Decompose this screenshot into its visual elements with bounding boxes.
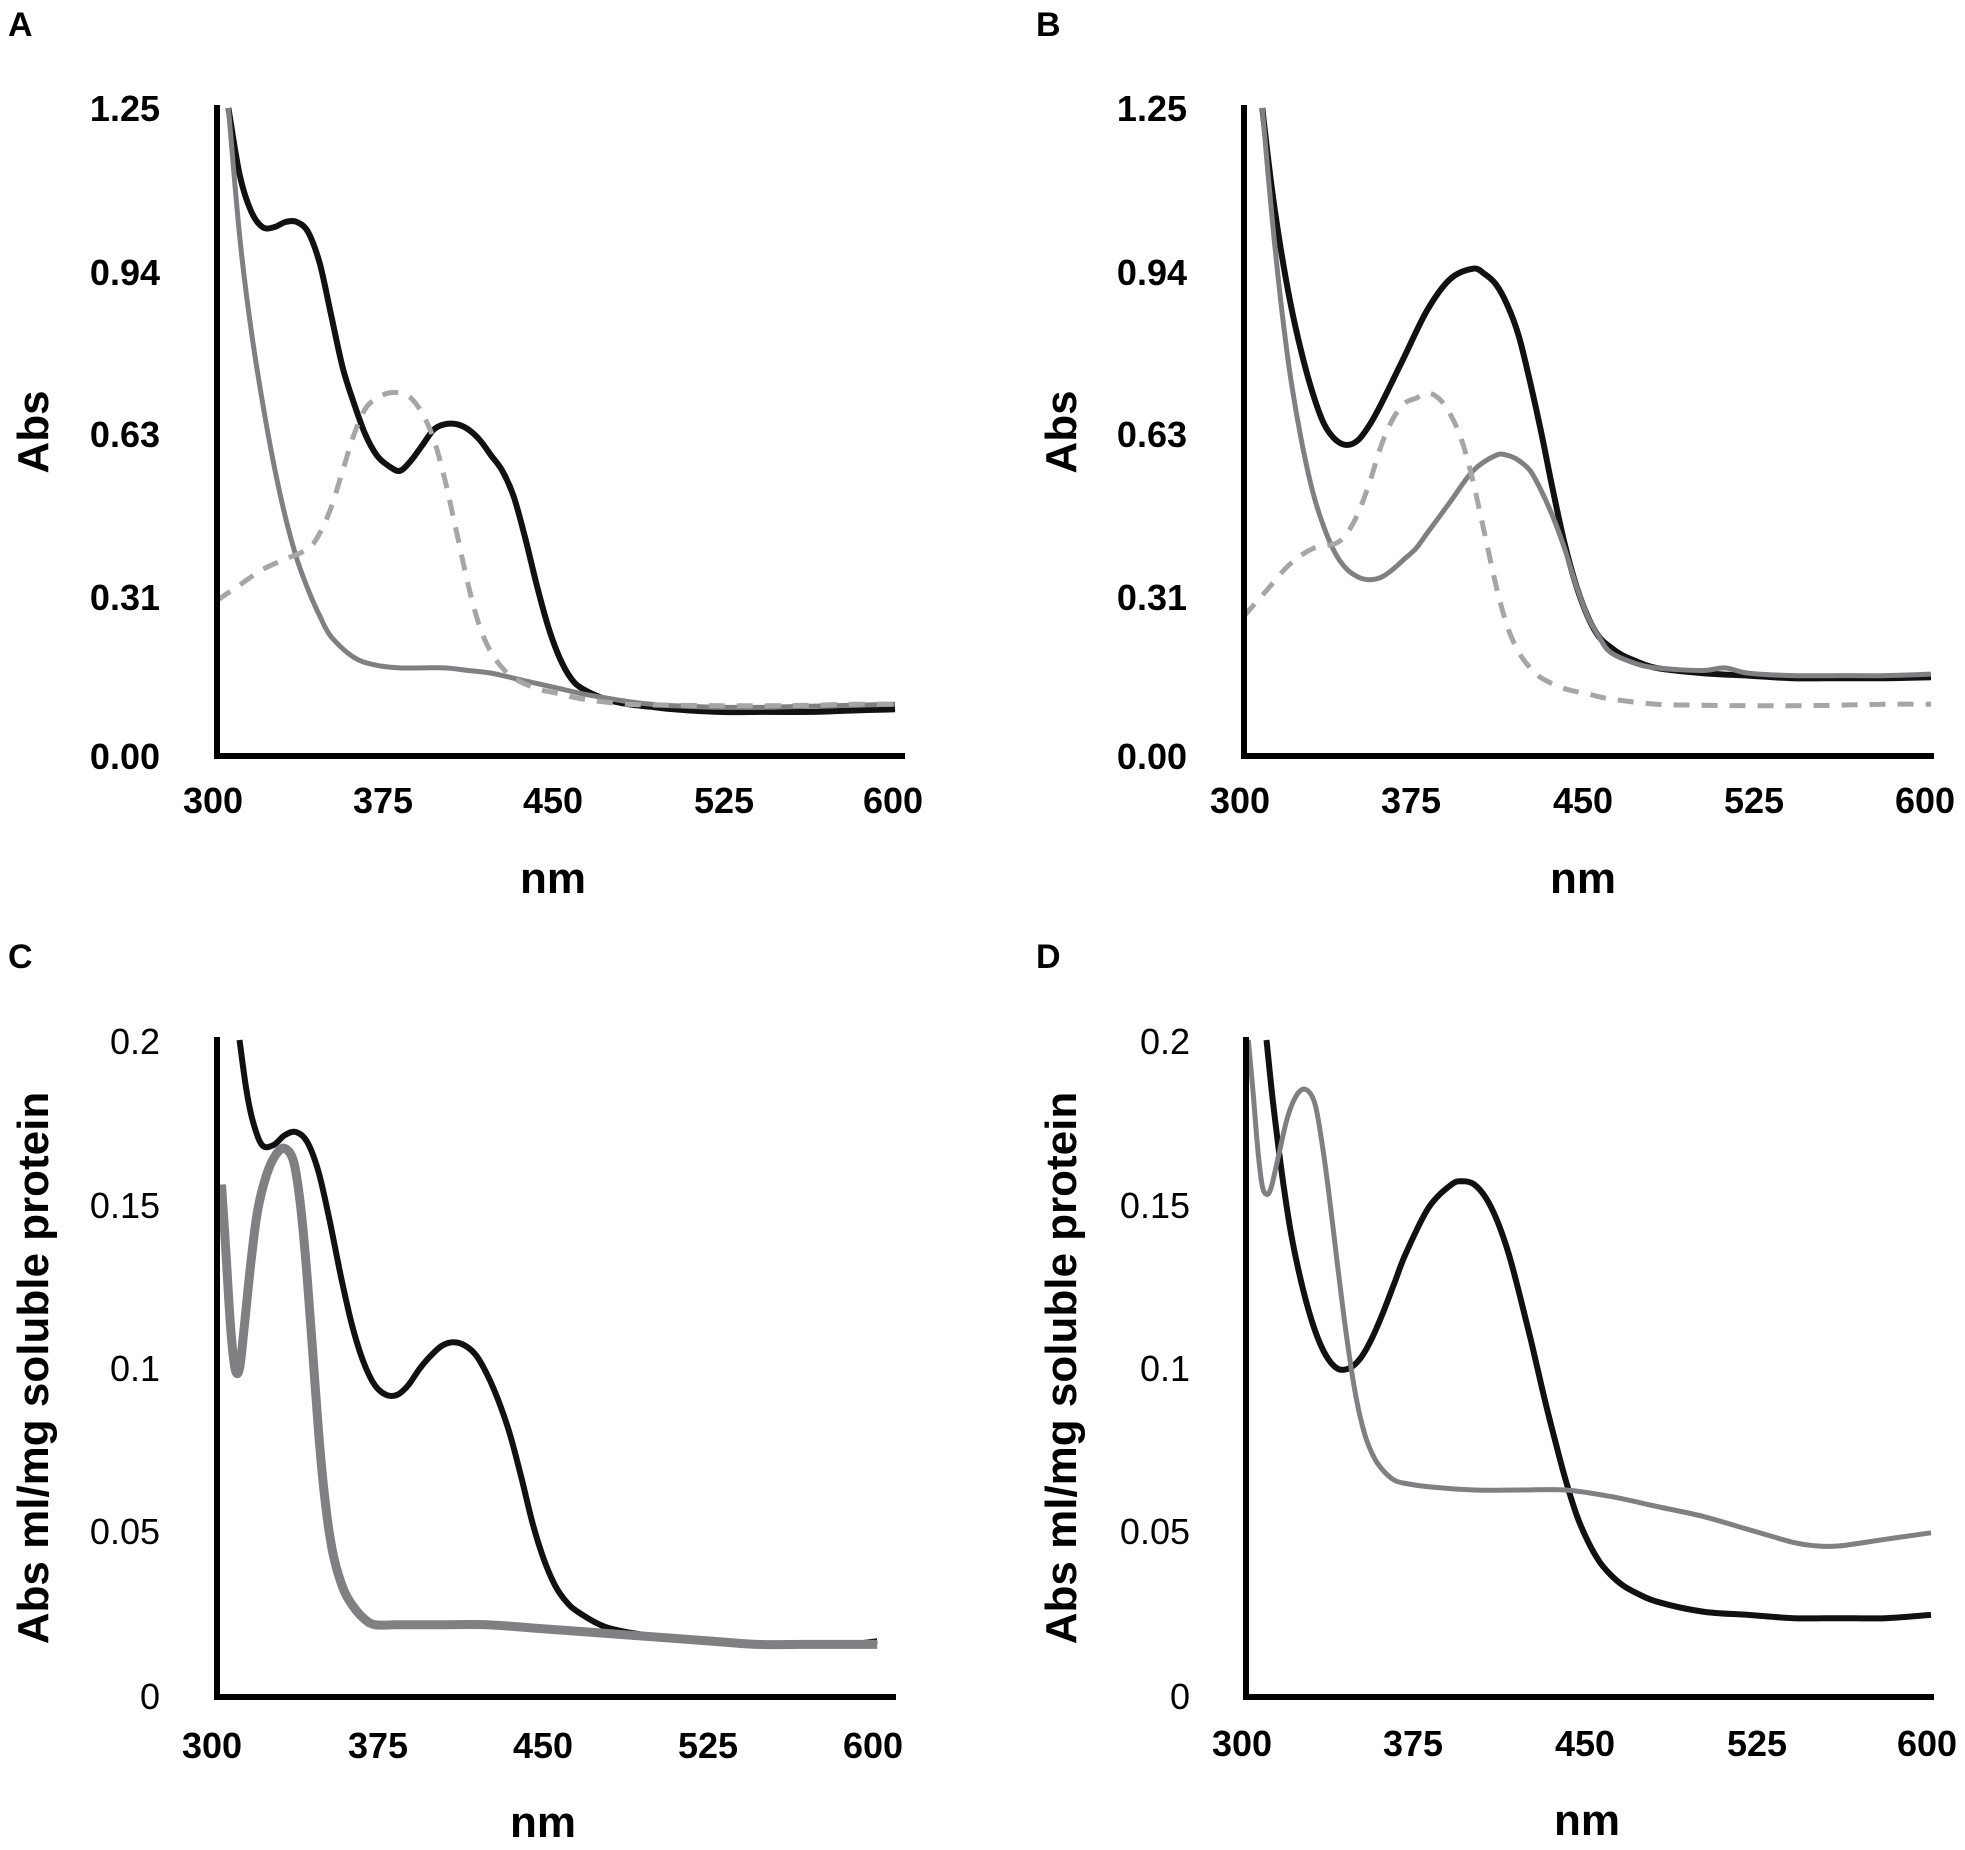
panel-d-x-axis-title: nm <box>1554 1796 1620 1845</box>
panel-a-x-tick-label: 375 <box>353 780 413 821</box>
panel-d-y-axis-title: Abs ml/mg soluble protein <box>1037 1092 1086 1645</box>
panel-a-y-tick-label: 0.63 <box>90 414 160 455</box>
panel-a-x-tick-label: 450 <box>523 780 583 821</box>
panel-c-y-tick-label: 0.2 <box>110 1021 160 1062</box>
panel-d-y-tick-label: 0.05 <box>1120 1511 1190 1552</box>
panel-c-x-tick-label: 600 <box>843 1725 903 1766</box>
panel-a-x-tick-label: 525 <box>694 780 754 821</box>
panel-letter-a: A <box>8 6 33 44</box>
panel-c-x-tick-label: 450 <box>513 1725 573 1766</box>
panel-b-x-axis-title: nm <box>1550 854 1616 903</box>
panel-b-gray-dashed-line <box>1242 390 1932 709</box>
panel-a-x-tick-label: 300 <box>183 780 243 821</box>
panel-b-x-tick-label: 375 <box>1381 780 1441 821</box>
panel-d-y-tick-label: 0.2 <box>1140 1021 1190 1062</box>
panel-c-x-tick-label: 300 <box>182 1725 242 1766</box>
panel-d-y-tick-label: 0 <box>1170 1676 1190 1717</box>
panel-a: A 1.25 0.94 0.63 0.31 0.00 300 375 450 5… <box>8 6 923 903</box>
panel-c-series <box>217 1039 878 1650</box>
panel-a-y-tick-label: 0.00 <box>90 736 160 777</box>
panel-d-x-tick-label: 300 <box>1212 1723 1272 1764</box>
panel-b-y-axis-title: Abs <box>1037 390 1086 473</box>
panel-b-y-tick-label: 0.31 <box>1117 577 1187 618</box>
panel-c-x-axis-title: nm <box>510 1798 576 1847</box>
panel-c-y-tick-label: 0.1 <box>110 1348 160 1389</box>
panel-b-x-tick-label: 450 <box>1553 780 1613 821</box>
panel-c-black-solid-line <box>236 1039 878 1648</box>
panel-c-y-tick-label: 0.05 <box>90 1511 160 1552</box>
panel-a-x-tick-label: 600 <box>863 780 923 821</box>
panel-b-gray-solid-line <box>1259 107 1932 679</box>
panel-letter-d: D <box>1036 938 1061 976</box>
panel-b-y-tick-label: 0.63 <box>1117 414 1187 455</box>
panel-c-x-tick-label: 375 <box>348 1725 408 1766</box>
panel-c: C 0.2 0.15 0.1 0.05 0 300 375 450 525 60… <box>8 938 903 1847</box>
panel-a-gray-dashed-line <box>215 390 896 709</box>
panel-d-gray-solid-line <box>1245 1039 1932 1550</box>
panel-a-y-tick-label: 0.31 <box>90 577 160 618</box>
panel-b: B 1.25 0.94 0.63 0.31 0.00 300 375 450 5… <box>1036 6 1955 903</box>
panel-d-black-solid-line <box>1263 1039 1932 1622</box>
panel-letter-c: C <box>8 938 33 976</box>
panel-d-series <box>1245 1039 1932 1622</box>
panel-c-y-axis-title: Abs ml/mg soluble protein <box>9 1092 58 1645</box>
panel-b-series <box>1242 107 1932 709</box>
panel-a-series <box>215 107 896 716</box>
panel-d: D 0.2 0.15 0.1 0.05 0 300 375 450 525 60… <box>1036 938 1957 1845</box>
panel-d-y-tick-label: 0.15 <box>1120 1185 1190 1226</box>
panel-c-gray-solid-line <box>217 1143 878 1650</box>
panel-c-y-tick-label: 0.15 <box>90 1185 160 1226</box>
panel-d-x-tick-label: 450 <box>1555 1723 1615 1764</box>
panel-d-y-tick-label: 0.1 <box>1140 1348 1190 1389</box>
panel-a-gray-solid-line <box>225 107 896 710</box>
panel-a-y-tick-label: 0.94 <box>90 252 160 293</box>
panel-c-y-tick-label: 0 <box>140 1676 160 1717</box>
panel-b-x-tick-label: 600 <box>1895 780 1955 821</box>
panel-c-x-tick-label: 525 <box>678 1725 738 1766</box>
panel-d-x-tick-label: 600 <box>1897 1723 1957 1764</box>
panel-a-y-axis-title: Abs <box>9 390 58 473</box>
panel-d-x-tick-label: 525 <box>1727 1723 1787 1764</box>
panel-b-x-tick-label: 300 <box>1210 780 1270 821</box>
panel-d-x-tick-label: 375 <box>1383 1723 1443 1764</box>
panel-b-x-tick-label: 525 <box>1724 780 1784 821</box>
panel-letter-b: B <box>1036 6 1061 44</box>
panel-a-black-solid-line <box>225 107 896 716</box>
panel-b-y-tick-label: 0.00 <box>1117 736 1187 777</box>
panel-a-x-axis-title: nm <box>520 854 586 903</box>
panel-a-y-tick-label: 1.25 <box>90 88 160 129</box>
panel-b-y-tick-label: 1.25 <box>1117 88 1187 129</box>
panel-b-black-solid-line <box>1259 107 1932 682</box>
panel-b-y-tick-label: 0.94 <box>1117 252 1187 293</box>
